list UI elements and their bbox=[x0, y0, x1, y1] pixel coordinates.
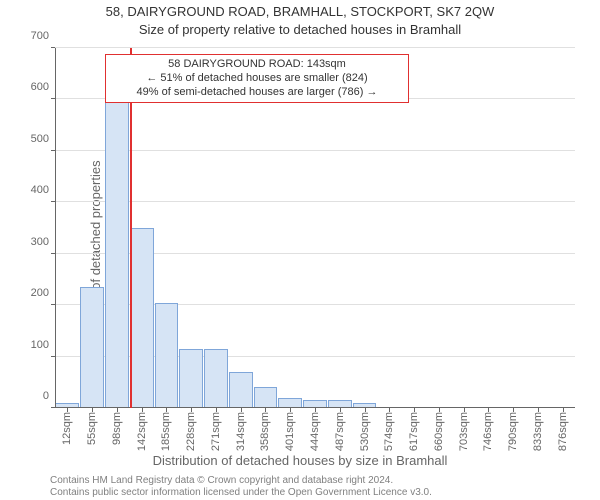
x-tick-label: 401sqm bbox=[284, 408, 296, 451]
x-tick-label: 617sqm bbox=[408, 408, 420, 451]
x-tick-label: 703sqm bbox=[458, 408, 470, 451]
x-tick-label: 746sqm bbox=[482, 408, 494, 451]
x-tick-label: 228sqm bbox=[185, 408, 197, 451]
x-tick-label: 142sqm bbox=[136, 408, 148, 451]
x-tick-label: 833sqm bbox=[532, 408, 544, 451]
histogram-bar bbox=[179, 349, 203, 408]
property-callout: 58 DAIRYGROUND ROAD: 143sqm← 51% of deta… bbox=[105, 54, 409, 103]
x-tick-label: 876sqm bbox=[557, 408, 569, 451]
histogram-bar bbox=[254, 387, 278, 408]
chart-title-desc: Size of property relative to detached ho… bbox=[0, 22, 600, 37]
plot-area: 010020030040050060070012sqm55sqm98sqm142… bbox=[55, 48, 575, 408]
x-tick-label: 271sqm bbox=[210, 408, 222, 451]
callout-line: 49% of semi-detached houses are larger (… bbox=[112, 86, 402, 100]
footer-line-1: Contains HM Land Registry data © Crown c… bbox=[50, 475, 590, 487]
x-tick-label: 790sqm bbox=[507, 408, 519, 451]
y-tick-label: 600 bbox=[31, 81, 55, 93]
chart-footer: Contains HM Land Registry data © Crown c… bbox=[50, 475, 590, 498]
x-tick-label: 98sqm bbox=[111, 408, 123, 445]
x-axis-label: Distribution of detached houses by size … bbox=[0, 453, 600, 468]
footer-line-2: Contains public sector information licen… bbox=[50, 487, 590, 499]
x-tick-label: 185sqm bbox=[160, 408, 172, 451]
histogram-bar bbox=[80, 287, 104, 408]
x-tick-label: 12sqm bbox=[61, 408, 73, 445]
x-tick-label: 487sqm bbox=[334, 408, 346, 451]
callout-line: ← 51% of detached houses are smaller (82… bbox=[112, 72, 402, 86]
x-tick-label: 314sqm bbox=[235, 408, 247, 451]
y-tick-label: 200 bbox=[31, 287, 55, 299]
chart-container: 58, DAIRYGROUND ROAD, BRAMHALL, STOCKPOR… bbox=[0, 0, 600, 500]
x-tick-label: 530sqm bbox=[359, 408, 371, 451]
x-axis-line bbox=[55, 407, 575, 408]
y-tick-label: 500 bbox=[31, 133, 55, 145]
x-tick-label: 574sqm bbox=[383, 408, 395, 451]
histogram-bar bbox=[229, 372, 253, 408]
y-axis-line bbox=[55, 48, 56, 408]
y-tick-label: 100 bbox=[31, 339, 55, 351]
y-tick-label: 400 bbox=[31, 184, 55, 196]
histogram-bar bbox=[105, 92, 129, 408]
y-tick-label: 300 bbox=[31, 236, 55, 248]
y-tick-label: 0 bbox=[43, 390, 55, 402]
x-tick-label: 660sqm bbox=[433, 408, 445, 451]
x-tick-label: 444sqm bbox=[309, 408, 321, 451]
chart-title-address: 58, DAIRYGROUND ROAD, BRAMHALL, STOCKPOR… bbox=[0, 4, 600, 19]
y-tick-label: 700 bbox=[31, 30, 55, 42]
callout-line: 58 DAIRYGROUND ROAD: 143sqm bbox=[112, 58, 402, 72]
histogram-bar bbox=[155, 303, 179, 408]
histogram-bar bbox=[130, 228, 154, 408]
x-tick-label: 358sqm bbox=[259, 408, 271, 451]
x-tick-label: 55sqm bbox=[86, 408, 98, 445]
histogram-bar bbox=[204, 349, 228, 408]
